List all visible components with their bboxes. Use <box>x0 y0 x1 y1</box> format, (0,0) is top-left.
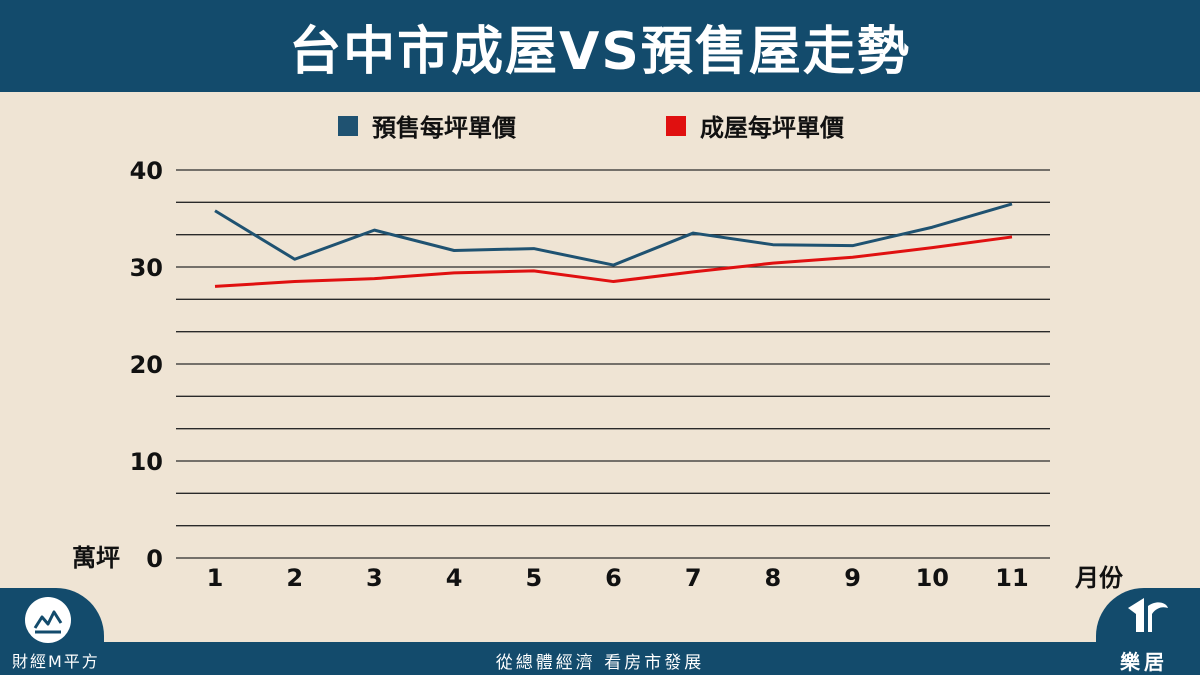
x-tick-label: 8 <box>765 564 782 592</box>
y-tick-label: 30 <box>130 254 163 282</box>
y-tick-label: 20 <box>130 351 163 379</box>
footer-bar <box>0 642 1200 675</box>
x-tick-labels: 1 2 3 4 5 6 7 8 9 10 11 <box>207 564 1029 592</box>
house-logo-icon <box>1122 594 1174 636</box>
x-tick-label: 9 <box>844 564 861 592</box>
page-title: 台中市成屋VS預售屋走勢 <box>289 21 911 82</box>
y-axis-label: 萬坪 <box>72 544 120 572</box>
footer-slogan: 從總體經濟 看房市發展 <box>495 653 705 673</box>
brand-left-name: 財經M平方 <box>12 652 100 671</box>
brand-right-name: 樂居 <box>1120 650 1168 674</box>
series-line-existing <box>214 235 1013 288</box>
series-line-presale <box>214 202 1013 267</box>
grid-lines <box>176 169 1050 559</box>
x-axis-label: 月份 <box>1074 564 1124 592</box>
legend-swatch-existing <box>666 115 686 136</box>
legend-label-presale: 預售每坪單價 <box>372 114 516 142</box>
chart-trend-icon <box>25 597 71 643</box>
x-tick-label: 4 <box>446 564 463 592</box>
series-lines <box>214 202 1013 288</box>
title-banner: 台中市成屋VS預售屋走勢 <box>0 0 1200 92</box>
y-tick-label: 0 <box>146 545 163 573</box>
legend-swatch-presale <box>338 115 358 136</box>
x-tick-label: 10 <box>916 564 949 592</box>
x-tick-label: 1 <box>207 564 224 592</box>
legend-item-existing: 成屋每坪單價 <box>666 108 844 143</box>
legend-label-existing: 成屋每坪單價 <box>700 114 844 142</box>
y-tick-label: 10 <box>130 448 163 476</box>
y-tick-label: 40 <box>130 157 163 185</box>
x-tick-label: 11 <box>995 564 1028 592</box>
x-tick-label: 7 <box>685 564 702 592</box>
x-tick-label: 5 <box>525 564 542 592</box>
y-tick-labels: 0 10 20 30 40 <box>130 157 163 573</box>
x-tick-label: 2 <box>286 564 303 592</box>
x-tick-label: 6 <box>605 564 622 592</box>
x-tick-label: 3 <box>366 564 383 592</box>
legend-item-presale: 預售每坪單價 <box>338 108 516 143</box>
